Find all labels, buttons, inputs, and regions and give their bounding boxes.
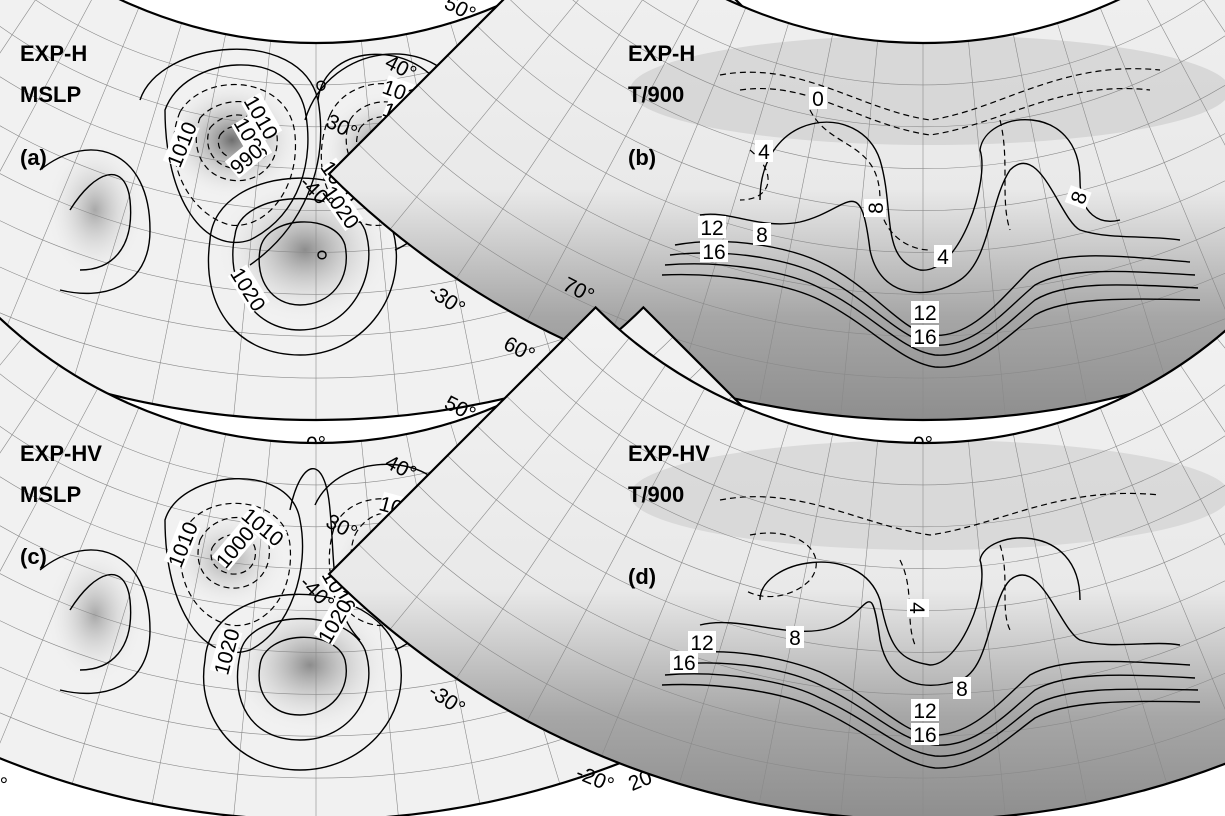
longitude-line: [0, 388, 99, 721]
contour-label: 12: [700, 217, 723, 240]
contour-label: 8: [789, 627, 801, 650]
panel-tag: (c): [20, 544, 47, 569]
longitude-line: [968, 40, 1006, 416]
map-frame: [327, 305, 1225, 816]
contour-labels: 0 4 8 8 4 8 12 16 12 16: [698, 87, 1092, 349]
panel-tag: (a): [20, 145, 47, 170]
longitude-line: [678, 22, 789, 384]
contour-labels: 4 8 8 12 16 12 16: [670, 599, 971, 747]
map-sector: [329, 307, 1225, 816]
experiment-label: EXP-H: [628, 41, 695, 66]
contour-label: 8: [865, 202, 888, 214]
panel-tag: (b): [628, 145, 656, 170]
longitude-line: [0, 0, 99, 321]
contour-label: 4: [905, 602, 928, 614]
experiment-label: EXP-HV: [20, 441, 102, 466]
longitude-line: [1140, 388, 1225, 721]
variable-label: MSLP: [20, 482, 81, 507]
contour-label: 0: [812, 88, 824, 111]
longitude-line: [968, 440, 1006, 816]
longitude-line: [1013, 434, 1088, 804]
experiment-label: EXP-HV: [628, 441, 710, 466]
shading: [358, 0, 1225, 420]
panel-d: 70°60°50°40°30° -40°-30°-20°-10°0°10°20°…: [295, 273, 1225, 816]
longitude-line: [0, 364, 60, 679]
longitude-line: [361, 40, 399, 416]
variable-label: MSLP: [20, 82, 81, 107]
panel-b: 70°60°50°40°30° -40°-30°-20°-10°0°10°20°…: [295, 0, 1225, 456]
contour-label: 16: [702, 241, 725, 264]
longitude-line: [758, 434, 833, 804]
longitude-line: [1099, 407, 1225, 757]
longitude-line: [1099, 7, 1225, 357]
longitude-line: [840, 40, 878, 416]
longitude-line: [71, 22, 182, 384]
longitude-line: [0, 0, 60, 279]
contour-label: 12: [913, 700, 936, 723]
contour-label: 16: [913, 724, 936, 747]
longitude-line: [601, 407, 747, 757]
longitude-line: [0, 7, 140, 357]
longitude-label: -20°: [0, 761, 10, 797]
longitude-line: [526, 0, 706, 321]
longitude-line: [361, 440, 399, 816]
contour-label: 16: [672, 652, 695, 675]
panel-tag: (d): [628, 564, 656, 589]
graticule: [358, 0, 1225, 420]
longitude-line: [389, 0, 630, 230]
longitude-line: [151, 34, 226, 404]
longitude-line: [456, 0, 667, 279]
variable-label: T/900: [628, 82, 684, 107]
longitude-line: [678, 422, 789, 784]
longitude-line: [233, 440, 271, 816]
contour-label: 12: [690, 632, 713, 655]
longitude-line: [1013, 34, 1088, 404]
contour-label: 16: [913, 326, 936, 349]
contour-label: 4: [758, 141, 770, 164]
longitude-line: [456, 364, 667, 679]
longitude-line: [526, 388, 706, 721]
longitude-line: [1140, 0, 1225, 321]
longitude-line: [389, 337, 630, 630]
contour-label: 12: [913, 302, 936, 325]
longitude-line: [1057, 422, 1168, 784]
contour-label: 8: [756, 224, 768, 247]
longitude-line: [1179, 364, 1225, 679]
contour-label: 4: [937, 246, 949, 269]
longitude-line: [71, 422, 182, 784]
longitude-line: [1179, 0, 1225, 279]
longitude-line: [1057, 22, 1168, 384]
longitude-line: [0, 407, 140, 757]
longitude-line: [151, 434, 226, 804]
experiment-label: EXP-H: [20, 41, 87, 66]
longitude-line: [601, 7, 747, 357]
longitude-line: [840, 440, 878, 816]
variable-label: T/900: [628, 482, 684, 507]
contour-label: 8: [956, 678, 968, 701]
